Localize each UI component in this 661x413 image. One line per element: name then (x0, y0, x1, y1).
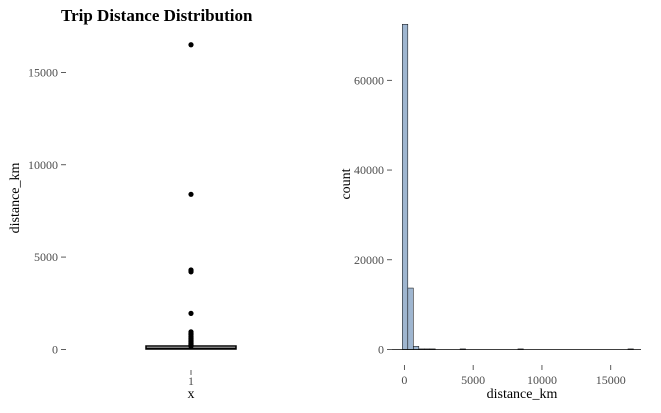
histogram-y-tick-label: 0 (378, 343, 384, 357)
histogram-y-tick-label: 20000 (354, 253, 384, 267)
histogram-bar (402, 23, 409, 350)
boxplot-x-axis-label: x (188, 387, 195, 402)
histogram-y-ticks: 0 20000 40000 60000 (354, 73, 392, 357)
boxplot-outlier-point (188, 343, 194, 349)
boxplot-outlier-point (188, 269, 194, 275)
histogram-x-tick-label: 10000 (527, 373, 557, 387)
histogram-bar (413, 346, 420, 350)
boxplot-panel: 0 5000 10000 15000 1 x distance_km (8, 42, 237, 402)
boxplot-y-ticks: 0 5000 10000 15000 (28, 65, 66, 356)
histogram-y-tick-label: 60000 (354, 73, 384, 87)
histogram-x-axis-label: distance_km (487, 387, 558, 402)
boxplot-x-tick-label: 1 (188, 374, 194, 388)
figure-title: Trip Distance Distribution (61, 6, 253, 25)
boxplot-y-axis-label: distance_km (8, 163, 23, 234)
histogram-bars (402, 23, 634, 350)
histogram-x-ticks: 0 5000 10000 15000 (401, 365, 626, 387)
histogram-bar (407, 287, 414, 350)
histogram-y-tick-label: 40000 (354, 163, 384, 177)
histogram-x-tick-label: 0 (401, 373, 407, 387)
boxplot-y-tick-label: 15000 (28, 65, 58, 79)
boxplot-y-tick-label: 5000 (34, 250, 58, 264)
boxplot-outlier-point (188, 191, 194, 197)
boxplot-marks (145, 42, 237, 350)
histogram-panel: 0 20000 40000 60000 0 5000 10000 15000 distanc… (339, 23, 641, 402)
histogram-x-tick-label: 5000 (461, 373, 485, 387)
histogram-x-tick-label: 15000 (596, 373, 626, 387)
histogram-y-axis-label: count (339, 168, 354, 199)
boxplot-y-tick-label: 10000 (28, 158, 58, 172)
boxplot-outlier-point (188, 42, 194, 48)
boxplot-outlier-point (188, 310, 194, 316)
boxplot-y-tick-label: 0 (52, 342, 58, 356)
boxplot-x-ticks: 1 (188, 370, 194, 388)
